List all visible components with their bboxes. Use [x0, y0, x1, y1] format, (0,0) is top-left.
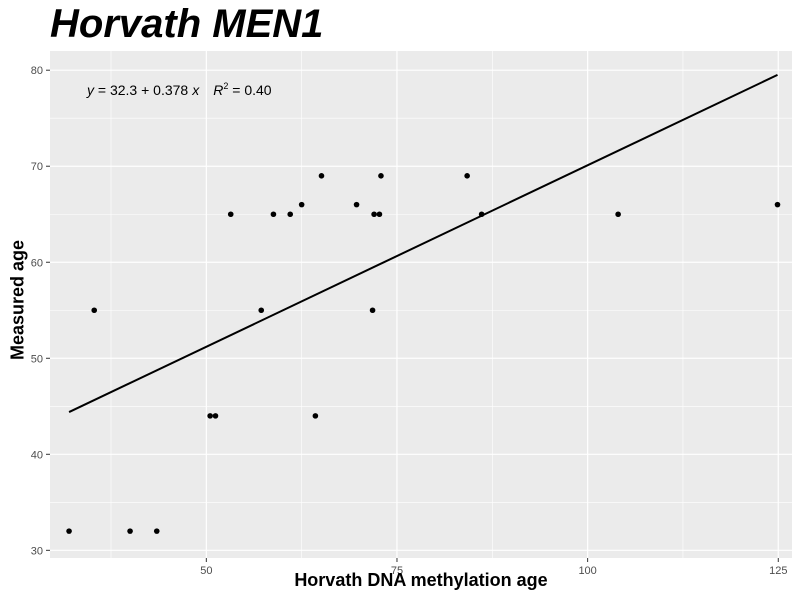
- data-point: [258, 307, 265, 314]
- data-point: [312, 413, 319, 419]
- x-tick-label: 75: [391, 565, 403, 577]
- data-point: [66, 528, 72, 534]
- data-point: [298, 201, 305, 208]
- x-axis-label: Horvath DNA methylation age: [294, 570, 548, 590]
- data-point: [371, 211, 377, 218]
- eq-r2-value: = 0.40: [228, 82, 271, 98]
- eq-r-sup: 2: [223, 81, 228, 91]
- points-group: [66, 173, 781, 534]
- data-point: [227, 211, 234, 218]
- data-point: [615, 211, 621, 218]
- x-tick-label: 50: [200, 565, 212, 577]
- data-point: [478, 211, 485, 218]
- data-point: [464, 173, 470, 179]
- data-point: [287, 211, 294, 218]
- regression-equation: y = 32.3 + 0.378 x R2 = 0.40: [86, 81, 272, 98]
- y-tick-label: 80: [31, 65, 43, 77]
- fit-line-group: [68, 73, 778, 413]
- data-point: [353, 201, 360, 208]
- plot-panel: [50, 51, 792, 558]
- data-point: [378, 173, 384, 179]
- x-tick-label: 125: [769, 565, 787, 577]
- grid-major: [50, 51, 792, 558]
- x-tick-label: 100: [578, 565, 596, 577]
- regression-line: [68, 73, 778, 413]
- y-axis-ticks: 30 40 50 60 70 80: [31, 65, 50, 557]
- eq-r: R: [213, 82, 223, 98]
- y-tick-label: 70: [31, 161, 43, 173]
- data-point: [91, 307, 98, 314]
- eq-x-var: x: [191, 82, 200, 98]
- x-axis-ticks: 50 75 100 125: [200, 558, 787, 577]
- y-tick-label: 50: [31, 353, 43, 365]
- chart-title: Horvath MEN1: [50, 2, 324, 46]
- data-point: [318, 173, 325, 179]
- data-point: [270, 211, 277, 218]
- y-axis-label: Measured age: [7, 239, 28, 361]
- eq-intercept: = 32.3: [94, 82, 137, 98]
- data-point: [127, 528, 133, 534]
- data-point: [153, 528, 160, 534]
- eq-y-var: y: [86, 82, 95, 98]
- y-tick-label: 30: [31, 545, 43, 557]
- data-point: [207, 413, 213, 419]
- data-point: [376, 211, 383, 218]
- grid-minor: [50, 51, 792, 558]
- data-point: [369, 307, 376, 314]
- data-point: [774, 201, 781, 208]
- y-tick-label: 60: [31, 257, 43, 269]
- y-tick-label: 40: [31, 449, 43, 461]
- eq-slope: 0.378: [153, 82, 188, 98]
- data-point: [212, 413, 219, 419]
- eq-plus: +: [137, 82, 153, 98]
